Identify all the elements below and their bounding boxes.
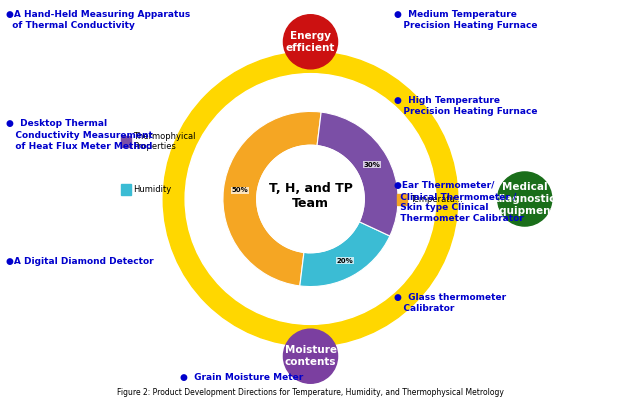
Circle shape bbox=[283, 329, 338, 383]
Text: Temperatu...: Temperatu... bbox=[410, 195, 463, 203]
Bar bbox=[397, 193, 407, 205]
Text: Figure 2: Product Development Directions for Temperature, Humidity, and Thermoph: Figure 2: Product Development Directions… bbox=[117, 388, 504, 397]
Text: 30%: 30% bbox=[364, 162, 381, 168]
Bar bbox=[120, 136, 130, 147]
Circle shape bbox=[256, 145, 365, 253]
Text: ●  Desktop Thermal
   Conductivity Measurement
   of Heat Flux Meter Method: ● Desktop Thermal Conductivity Measureme… bbox=[6, 119, 153, 150]
Text: 50%: 50% bbox=[232, 187, 249, 193]
Circle shape bbox=[185, 74, 436, 324]
Text: Thermophyical
Properties: Thermophyical Properties bbox=[134, 132, 196, 151]
Circle shape bbox=[497, 172, 552, 226]
Text: ●Ear Thermometer/
  Clinical Thermometer /
  Skin type Clinical
  Thermometer Ca: ●Ear Thermometer/ Clinical Thermometer /… bbox=[394, 181, 524, 223]
Text: 20%: 20% bbox=[337, 258, 353, 264]
Wedge shape bbox=[317, 112, 398, 236]
Text: T, H, and TP
Team: T, H, and TP Team bbox=[268, 182, 353, 210]
Text: ●A Hand-Held Measuring Apparatus
  of Thermal Conductivity: ●A Hand-Held Measuring Apparatus of Ther… bbox=[6, 10, 191, 30]
Text: ●  Medium Temperature
   Precision Heating Furnace: ● Medium Temperature Precision Heating F… bbox=[394, 10, 538, 30]
Circle shape bbox=[283, 15, 338, 69]
Text: ●A Digital Diamond Detector: ●A Digital Diamond Detector bbox=[6, 257, 154, 266]
Text: Medical
diagnostic
equipment: Medical diagnostic equipment bbox=[493, 181, 556, 217]
Text: ●  Grain Moisture Meter: ● Grain Moisture Meter bbox=[180, 373, 303, 382]
Circle shape bbox=[163, 52, 458, 346]
Wedge shape bbox=[223, 111, 321, 286]
Text: ●  High Temperature
   Precision Heating Furnace: ● High Temperature Precision Heating Fur… bbox=[394, 96, 538, 116]
Text: Energy
efficient: Energy efficient bbox=[286, 31, 335, 53]
Wedge shape bbox=[300, 222, 390, 287]
Bar bbox=[120, 183, 130, 195]
Text: Humidity: Humidity bbox=[134, 185, 172, 193]
Text: Moisture
contents: Moisture contents bbox=[284, 345, 337, 367]
Text: ●  Glass thermometer
   Calibrator: ● Glass thermometer Calibrator bbox=[394, 293, 507, 313]
